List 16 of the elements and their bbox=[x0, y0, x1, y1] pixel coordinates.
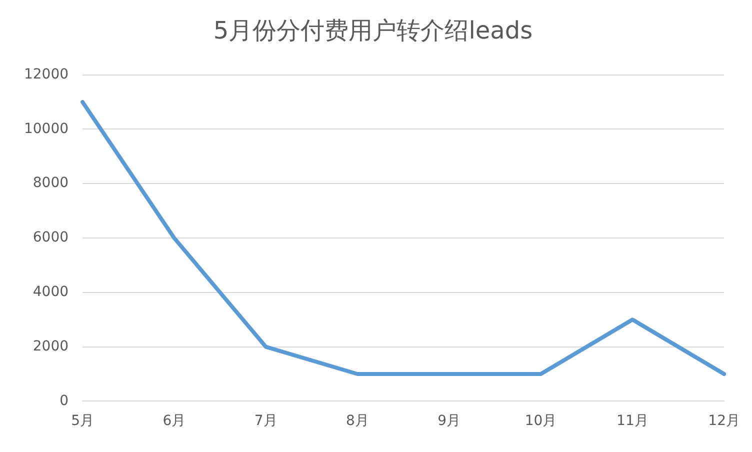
y-tick-label: 0 bbox=[60, 392, 69, 409]
x-tick-label: 12月 bbox=[708, 413, 740, 430]
x-tick-label: 11月 bbox=[616, 413, 648, 430]
y-tick-label: 2000 bbox=[32, 338, 69, 354]
x-tick-label: 10月 bbox=[524, 413, 557, 430]
x-tick-label: 8月 bbox=[346, 413, 369, 430]
y-tick-label: 4000 bbox=[32, 284, 69, 300]
chart-title: 5月份分付费用户转介绍leads bbox=[213, 16, 533, 45]
y-tick-label: 12000 bbox=[24, 66, 69, 82]
x-tick-label: 7月 bbox=[254, 413, 278, 430]
y-tick-label: 8000 bbox=[32, 175, 69, 192]
y-tick-label: 6000 bbox=[32, 230, 69, 246]
x-tick-label: 6月 bbox=[162, 413, 186, 430]
x-tick-label: 5月 bbox=[71, 413, 94, 430]
y-tick-label: 10000 bbox=[24, 120, 69, 137]
x-tick-label: 9月 bbox=[438, 413, 461, 430]
